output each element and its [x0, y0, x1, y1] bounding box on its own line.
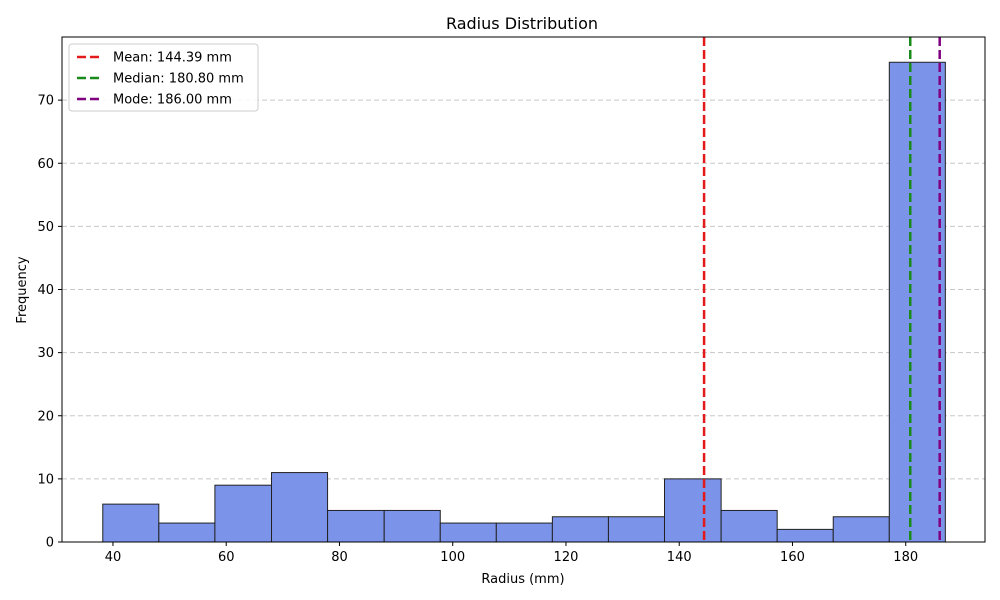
histogram-bar [832, 516, 890, 543]
x-tick-label: 80 [331, 550, 348, 565]
y-tick-label: 30 [37, 346, 54, 361]
histogram-bar [158, 522, 216, 543]
y-tick-label: 40 [37, 283, 54, 298]
legend: Mean: 144.39 mm Median: 180.80 mm Mode: 18… [68, 43, 259, 112]
y-tick-label: 60 [37, 157, 54, 172]
histogram-bar [663, 478, 722, 543]
y-tick-label: 20 [37, 409, 54, 424]
y-tick-label: 70 [37, 94, 54, 109]
legend-box [68, 43, 259, 112]
histogram-bar [271, 472, 329, 543]
histogram-bar [214, 484, 273, 543]
x-tick-label: 120 [554, 550, 579, 565]
histogram-bar [720, 509, 778, 543]
bars-group [102, 61, 946, 543]
y-tick-label: 10 [37, 472, 54, 487]
legend-entry-label: Median: 180.80 mm [113, 72, 244, 87]
x-axis-label: Radius (mm) [481, 572, 564, 587]
histogram-bar [383, 509, 441, 543]
histogram-bar [607, 516, 665, 543]
histogram-bar [102, 503, 160, 543]
histogram-bar [327, 509, 385, 543]
x-tick-label: 60 [218, 550, 235, 565]
histogram-bar [439, 522, 497, 543]
reference-lines-group [702, 37, 941, 542]
chart-title: Radius Distribution [446, 14, 598, 33]
y-tick-label: 50 [37, 220, 54, 235]
histogram-bar [776, 528, 834, 543]
x-tick-label: 100 [440, 550, 465, 565]
y-tick-label: 0 [46, 536, 54, 551]
legend-entry-label: Mean: 144.39 mm [113, 51, 232, 66]
grid-lines [62, 99, 985, 480]
x-tick-label: 180 [893, 550, 918, 565]
histogram-bar [888, 61, 946, 543]
legend-entry-label: Mode: 186.00 mm [113, 93, 232, 108]
histogram-bar [551, 516, 609, 543]
y-axis-label: Frequency [15, 256, 30, 323]
x-tick-label: 40 [105, 550, 122, 565]
y-axis-ticks: 0 10 20 30 40 50 60 70 [37, 94, 62, 551]
x-tick-label: 160 [780, 550, 805, 565]
histogram-bar [495, 522, 553, 543]
x-tick-label: 140 [667, 550, 692, 565]
x-axis-ticks: 40 60 80 100 120 140 160 180 [105, 542, 918, 565]
